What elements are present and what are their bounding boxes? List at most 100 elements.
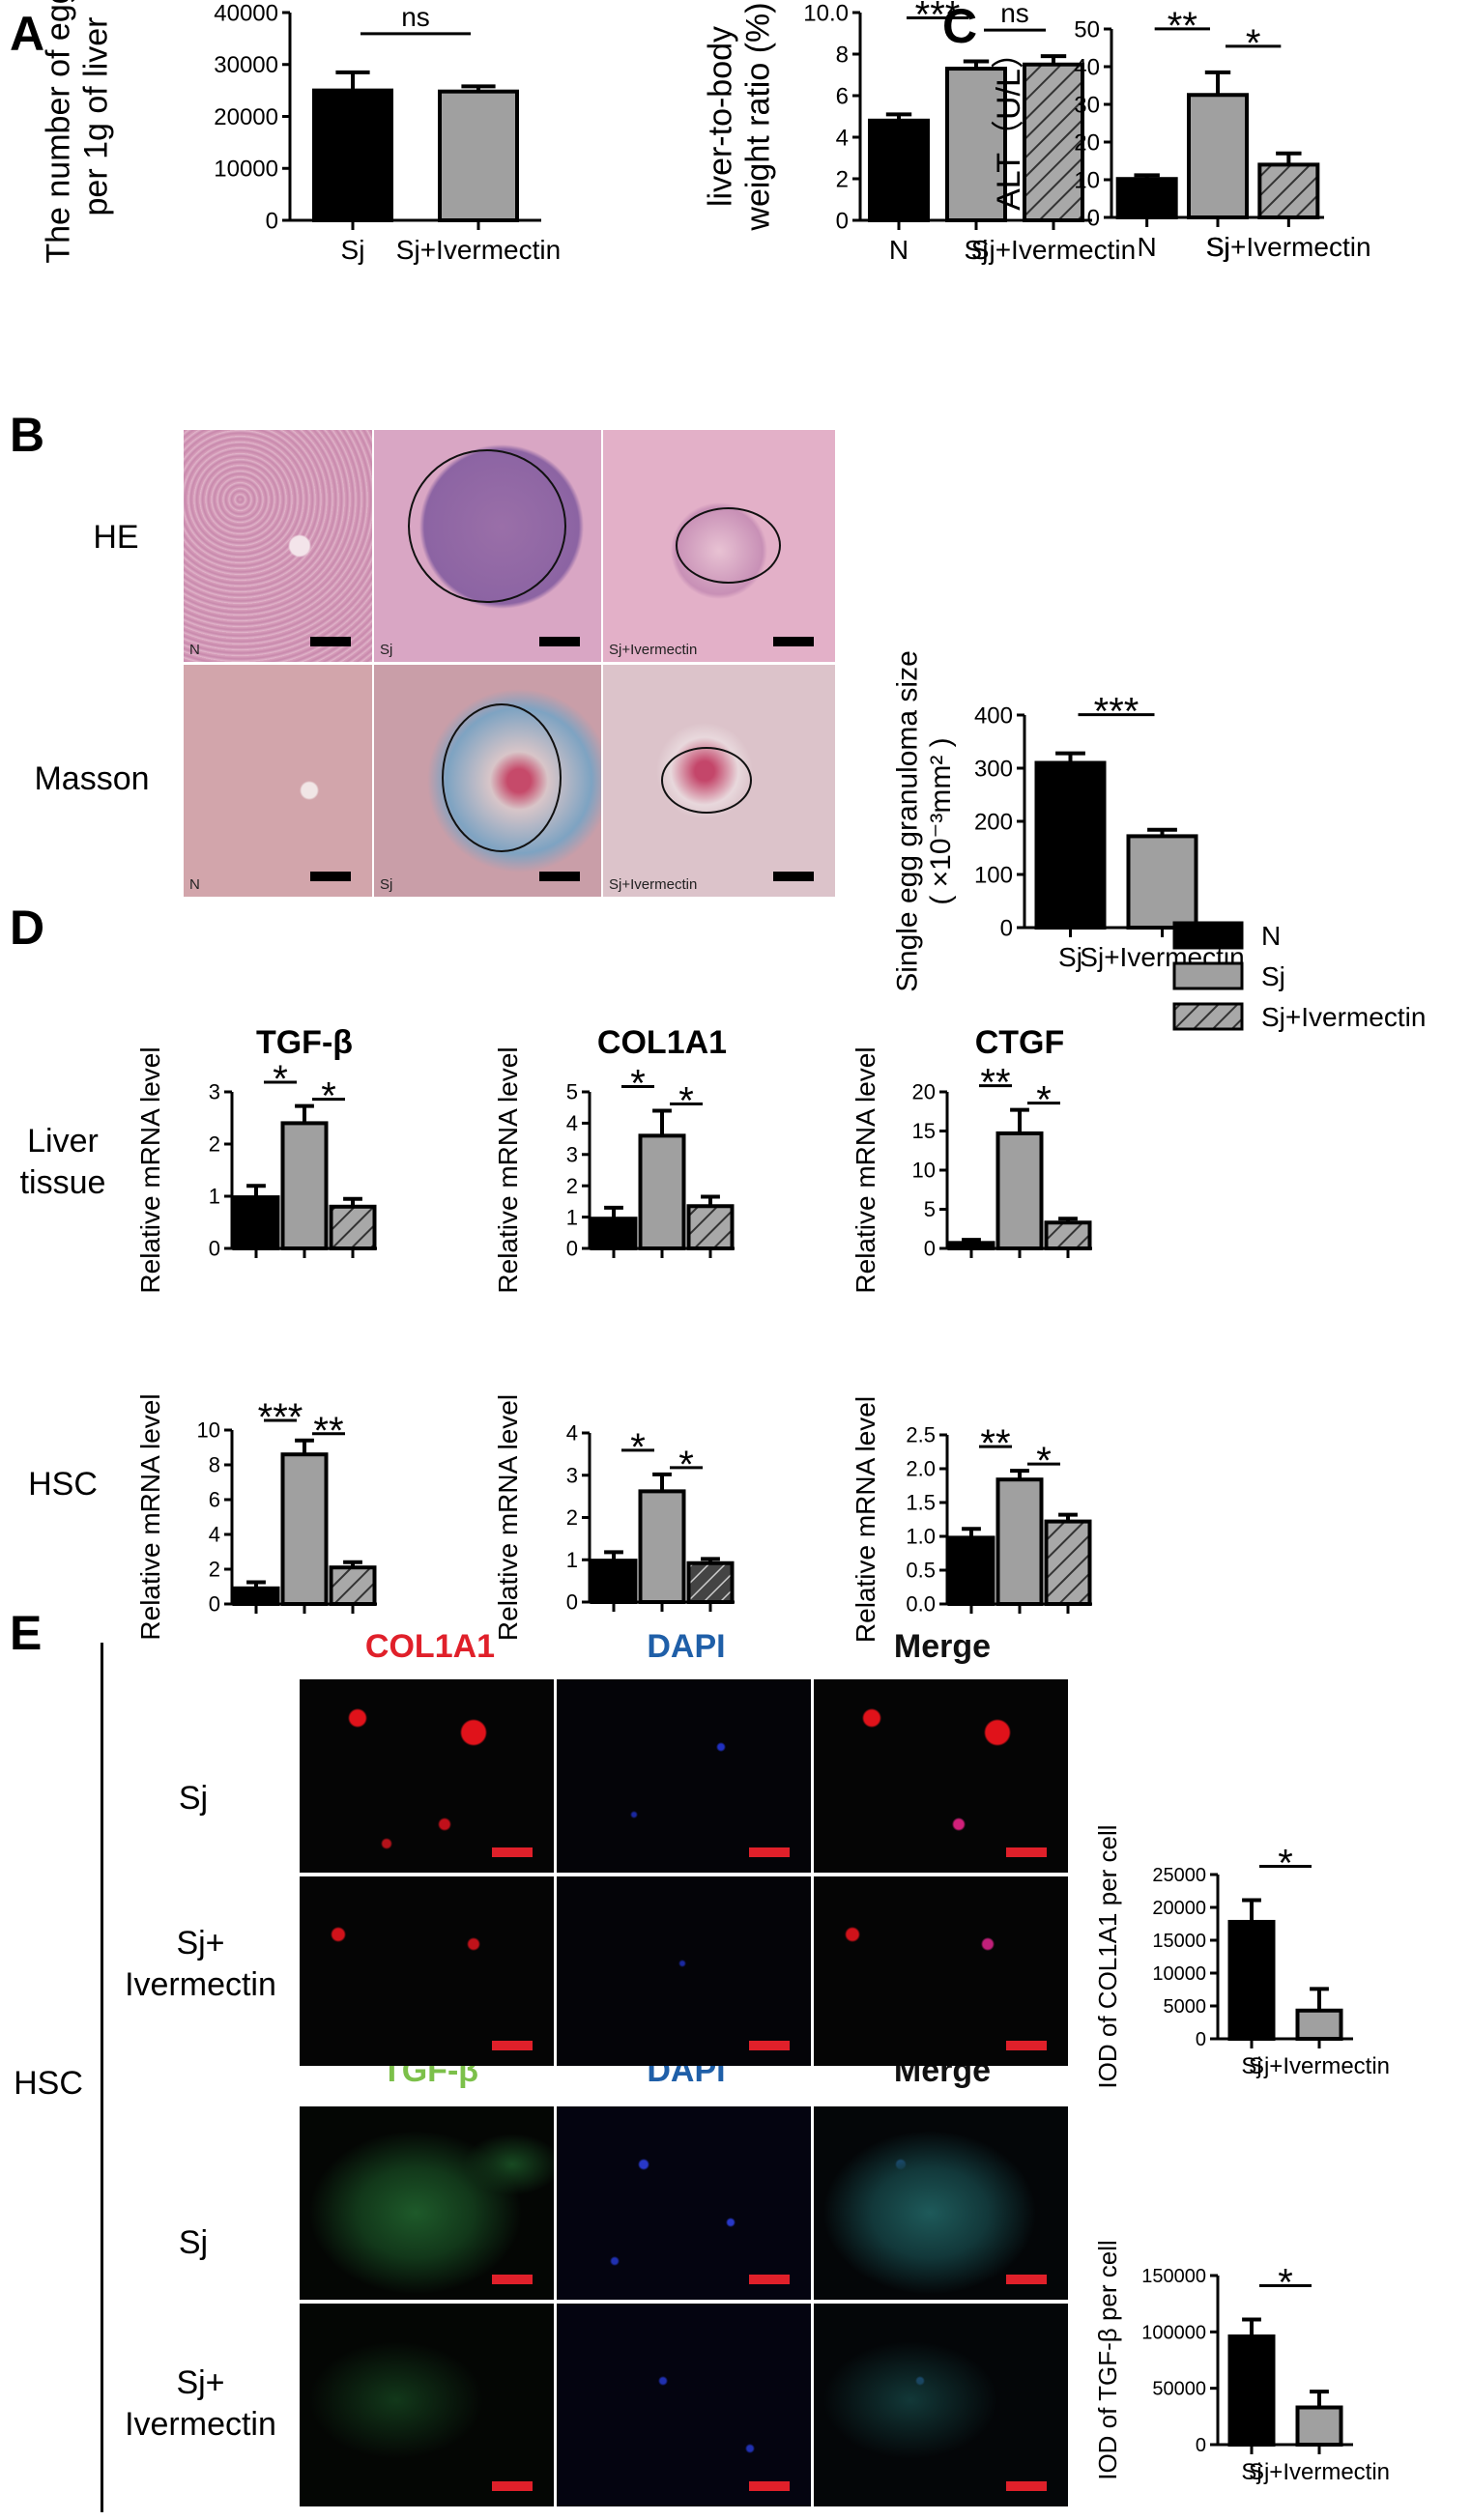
- significance-label: *: [1036, 1079, 1052, 1122]
- scale-bar: [539, 637, 580, 646]
- legend-label: Sj+Ivermectin: [1261, 1002, 1426, 1032]
- y-tick-label: 20: [912, 1080, 936, 1104]
- bar: [329, 1204, 377, 1250]
- significance-label: *: [1278, 2262, 1293, 2305]
- scale-bar: [492, 2481, 533, 2491]
- y-tick-label: 2: [566, 1505, 578, 1530]
- y-axis-label-line: Relative mRNA level: [135, 1046, 165, 1293]
- chart-title: CTGF: [975, 1024, 1065, 1061]
- legend-swatch: [1172, 921, 1244, 950]
- row-label-liver-tissue: Liver tissue: [19, 1123, 106, 1201]
- y-tick-label: 8: [836, 42, 849, 68]
- y-tick-label: 0: [1196, 2435, 1206, 2456]
- y-tick-label: 10000: [1152, 1963, 1206, 1985]
- micro-he-sjiver: Sj+Ivermectin: [603, 430, 835, 662]
- chart-e-iod-tgf: 0 50000 100000 150000 IOD of TGF-β per cell S…: [1093, 2240, 1390, 2485]
- y-axis-label: Relative mRNA level: [493, 1046, 523, 1293]
- row-label-sj-1: Sj: [178, 1780, 209, 1817]
- chart-a-egg-count: 0 10000 20000 30000 40000 The number of eggsp…: [40, 0, 561, 265]
- y-tick-label: 30: [1074, 92, 1100, 118]
- chart-b-granuloma: 0 100 200 300 400 Single egg granuloma size( …: [892, 650, 1245, 992]
- significance-label: *: [321, 1075, 336, 1118]
- y-tick-label: 10000: [214, 157, 278, 183]
- x-tick-label: Sj: [1058, 942, 1082, 972]
- significance-label: **: [980, 1062, 1010, 1104]
- scale-bar: [492, 1847, 533, 1857]
- y-tick-label: 2.0: [906, 1457, 936, 1481]
- fluor-merge-sj-2: [814, 2106, 1068, 2300]
- y-axis-label: Relative mRNA level: [851, 1046, 880, 1293]
- y-tick-label: 1.0: [906, 1525, 936, 1549]
- y-tick-label: 4: [209, 1523, 220, 1547]
- y-tick-label: 50000: [1152, 2379, 1206, 2400]
- y-tick-label: 2: [836, 166, 849, 192]
- fluor-merge-sjiver: [814, 1876, 1068, 2066]
- micro-he-sj: Sj: [374, 430, 601, 662]
- panel-label-c: C: [942, 0, 978, 53]
- significance-label: ns: [1000, 0, 1029, 28]
- significance-label: *: [1246, 22, 1261, 65]
- chart-title: COL1A1: [597, 1024, 727, 1061]
- bar: [438, 89, 519, 222]
- y-tick-label: 3: [566, 1463, 578, 1487]
- y-tick-label: 3: [566, 1143, 578, 1167]
- y-tick-label: 0.0: [906, 1592, 936, 1617]
- legend-label: N: [1261, 921, 1281, 951]
- scale-bar: [1006, 1847, 1047, 1857]
- y-axis-label-line: Relative mRNA level: [493, 1046, 523, 1293]
- scale-bar: [749, 2481, 790, 2491]
- bar: [232, 1195, 280, 1250]
- y-tick-label: 0: [566, 1237, 578, 1261]
- bar: [1295, 2405, 1343, 2447]
- y-tick-label: 40: [1074, 54, 1100, 80]
- row-label-sj-2: Sj: [178, 2224, 209, 2261]
- fluor-merge-sjiver-2: [814, 2304, 1068, 2506]
- row-label-sjiver-1: Sj+ Ivermectin: [125, 1925, 276, 2003]
- y-axis-label-line: IOD of COL1A1 per cell: [1093, 1824, 1122, 2088]
- x-tick-label: Sj+Ivermectin: [971, 235, 1136, 265]
- row-label-masson: Masson: [34, 760, 150, 797]
- scale-bar: [539, 872, 580, 881]
- y-axis-label-line: Relative mRNA level: [851, 1046, 880, 1293]
- significance-label: **: [980, 1422, 1010, 1465]
- panel-label-e: E: [10, 1606, 43, 1660]
- x-tick-label: Sj: [341, 235, 365, 265]
- scale-bar: [1006, 2275, 1047, 2284]
- chart-a-liver-ratio: 0 2 4 6 8 10.0 liver-to-bodyweight ratio (%) N S…: [702, 0, 1136, 265]
- fluor-col1a1-sjiver: [300, 1876, 554, 2066]
- y-tick-label: 10: [197, 1418, 220, 1443]
- y-tick-label: 2: [209, 1558, 220, 1582]
- fluor-dapi-sj-2: [557, 2106, 811, 2300]
- y-tick-label: 2.5: [906, 1423, 936, 1447]
- x-tick-label: Sj+Ivermectin: [1249, 2053, 1390, 2079]
- y-tick-label: 0: [1196, 2029, 1206, 2050]
- bar: [1115, 177, 1178, 219]
- x-tick-label: N: [1138, 232, 1157, 262]
- bar: [329, 1565, 377, 1607]
- bar: [1044, 1519, 1092, 1607]
- y-axis-label-line: liver-to-body: [702, 26, 738, 207]
- y-axis-label-line: Relative mRNA level: [851, 1396, 880, 1643]
- y-tick-label: 4: [836, 125, 849, 151]
- y-tick-label: 20000: [1152, 1898, 1206, 1919]
- y-tick-label: 15: [912, 1119, 936, 1143]
- fluor-tgf-sjiver: [300, 2304, 554, 2506]
- significance-label: *: [273, 1058, 288, 1101]
- y-tick-label: 5: [924, 1197, 936, 1221]
- legend: N Sj Sj+Ivermectin: [1172, 921, 1426, 1032]
- y-tick-label: 30000: [214, 52, 278, 78]
- bar: [947, 1241, 995, 1250]
- row-label-hsc: HSC: [28, 1466, 98, 1503]
- micro-masson-n: N: [184, 665, 372, 897]
- scale-bar: [492, 2275, 533, 2284]
- y-tick-label: 0: [1087, 205, 1100, 231]
- y-axis-label: Single egg granuloma size( ×10⁻³mm² ): [892, 650, 958, 992]
- y-tick-label: 25000: [1152, 1865, 1206, 1886]
- y-tick-label: 0: [924, 1237, 936, 1261]
- header-merge-1: Merge: [893, 1628, 992, 1665]
- y-axis-label-line: Single egg granuloma size: [892, 650, 924, 992]
- bar: [638, 1133, 686, 1250]
- y-tick-label: 15000: [1152, 1931, 1206, 1952]
- y-tick-label: 400: [974, 702, 1013, 729]
